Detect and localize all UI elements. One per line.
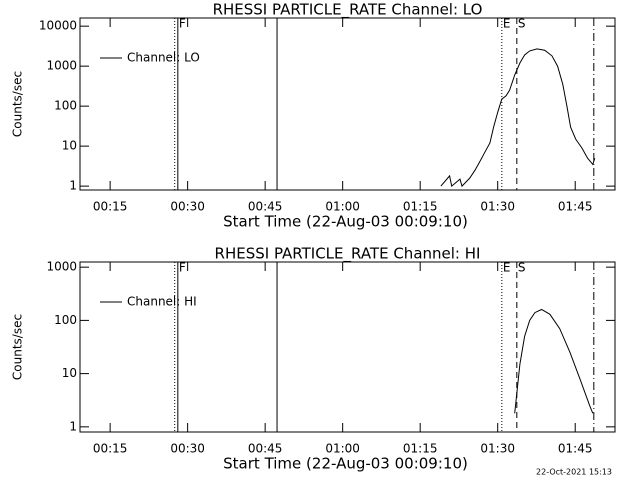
legend-label: Channel: HI [127,295,197,309]
x-axis-label: Start Time (22-Aug-03 00:09:10) [223,455,468,473]
x-tick-label: 01:45 [558,200,593,214]
y-axis-label: Counts/sec [11,314,25,380]
marker-label: E [503,17,511,31]
x-tick-label: 01:15 [403,442,438,456]
data-line [440,48,596,188]
legend-label: Channel: LO [127,51,200,65]
chart-title: RHESSI PARTICLE_RATE Channel: HI [215,245,481,264]
y-axis-label: Counts/sec [11,71,25,137]
x-tick-label: 00:30 [170,200,205,214]
data-line [514,308,594,414]
y-tick-label: 1 [69,419,77,433]
x-tick-label: 00:45 [248,442,283,456]
y-tick-label: 1000 [46,59,77,73]
x-tick-label: 00:45 [248,200,283,214]
x-tick-label: 01:00 [325,442,360,456]
marker-label: F [179,17,186,31]
marker-label: S [518,261,526,275]
y-tick-label: 10000 [39,19,77,33]
x-tick-label: 01:45 [558,442,593,456]
x-tick-label: 00:30 [170,442,205,456]
x-tick-label: 00:15 [93,200,128,214]
x-tick-label: 00:15 [93,442,128,456]
x-tick-label: 01:30 [480,442,515,456]
marker-label: S [518,17,526,31]
plot-frame [79,261,616,433]
x-axis-label: Start Time (22-Aug-03 00:09:10) [223,213,468,231]
marker-label: E [503,261,511,275]
x-tick-label: 01:30 [480,200,515,214]
plot-frame [79,17,616,191]
y-tick-label: 1 [69,179,77,193]
marker-label: F [179,261,186,275]
y-tick-label: 100 [54,99,77,113]
footer-timestamp: 22-Oct-2021 15:13 [536,468,612,477]
chart-title: RHESSI PARTICLE_RATE Channel: LO [213,1,483,20]
y-tick-label: 10 [62,139,77,153]
y-tick-label: 100 [54,313,77,327]
y-tick-label: 1000 [46,260,77,274]
y-tick-label: 10 [62,366,77,380]
x-tick-label: 01:15 [403,200,438,214]
x-tick-label: 01:00 [325,200,360,214]
